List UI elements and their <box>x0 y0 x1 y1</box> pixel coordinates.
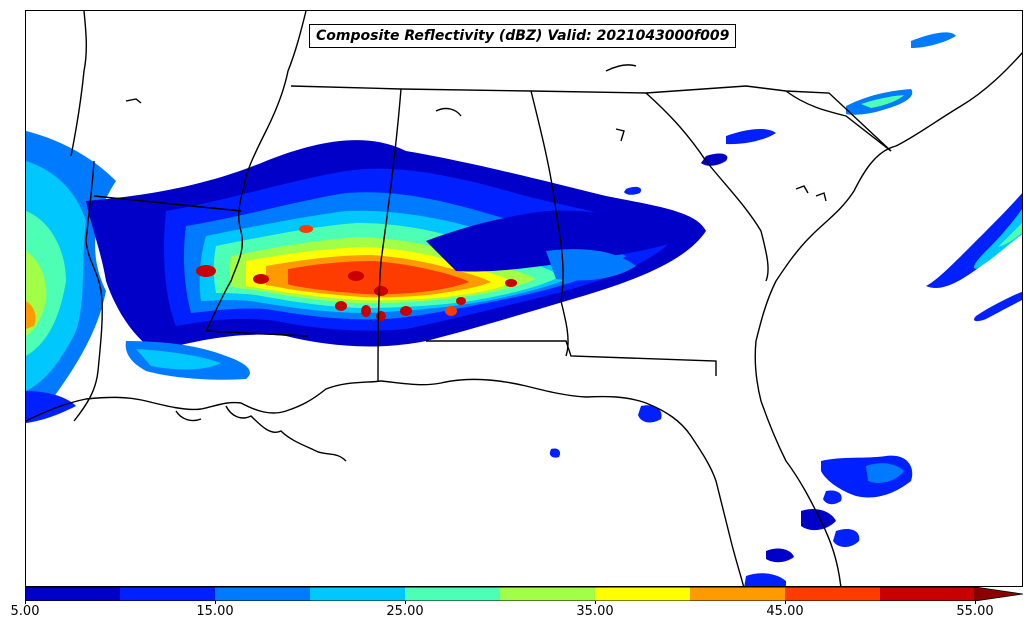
colorbar-tick-mark <box>975 601 976 604</box>
map-boundaries <box>26 11 1022 586</box>
colorbar-segment <box>310 587 405 601</box>
colorbar-tick-label: 15.00 <box>196 604 234 619</box>
colorbar-segment <box>500 587 595 601</box>
colorbar <box>25 587 1023 601</box>
colorbar-segment <box>880 587 975 601</box>
colorbar-segment <box>595 587 690 601</box>
colorbar-segment <box>25 587 120 601</box>
colorbar-tick-label: 25.00 <box>386 604 424 619</box>
colorbar-tick-label: 55.00 <box>956 604 994 619</box>
colorbar-segment <box>785 587 880 601</box>
map-title: Composite Reflectivity (dBZ) Valid: 2021… <box>309 24 737 48</box>
colorbar-tick-label: 45.00 <box>766 604 804 619</box>
colorbar-tick-mark <box>25 601 26 604</box>
colorbar-tick-mark <box>215 601 216 604</box>
colorbar-segment <box>690 587 785 601</box>
reflectivity-echoes <box>26 32 1022 586</box>
colorbar-extend-arrow <box>974 587 1023 601</box>
colorbar-tick-labels: 5.00 15.00 25.00 35.00 45.00 55.00 <box>0 604 1033 624</box>
colorbar-segment <box>215 587 310 601</box>
colorbar-segment <box>405 587 500 601</box>
colorbar-tick-mark <box>785 601 786 604</box>
reflectivity-map <box>26 11 1022 586</box>
colorbar-segment <box>120 587 215 601</box>
colorbar-tick-mark <box>595 601 596 604</box>
colorbar-tick-label: 35.00 <box>576 604 614 619</box>
colorbar-tick-mark <box>405 601 406 604</box>
map-panel: Composite Reflectivity (dBZ) Valid: 2021… <box>25 10 1023 587</box>
colorbar-tick-label: 5.00 <box>10 604 40 619</box>
